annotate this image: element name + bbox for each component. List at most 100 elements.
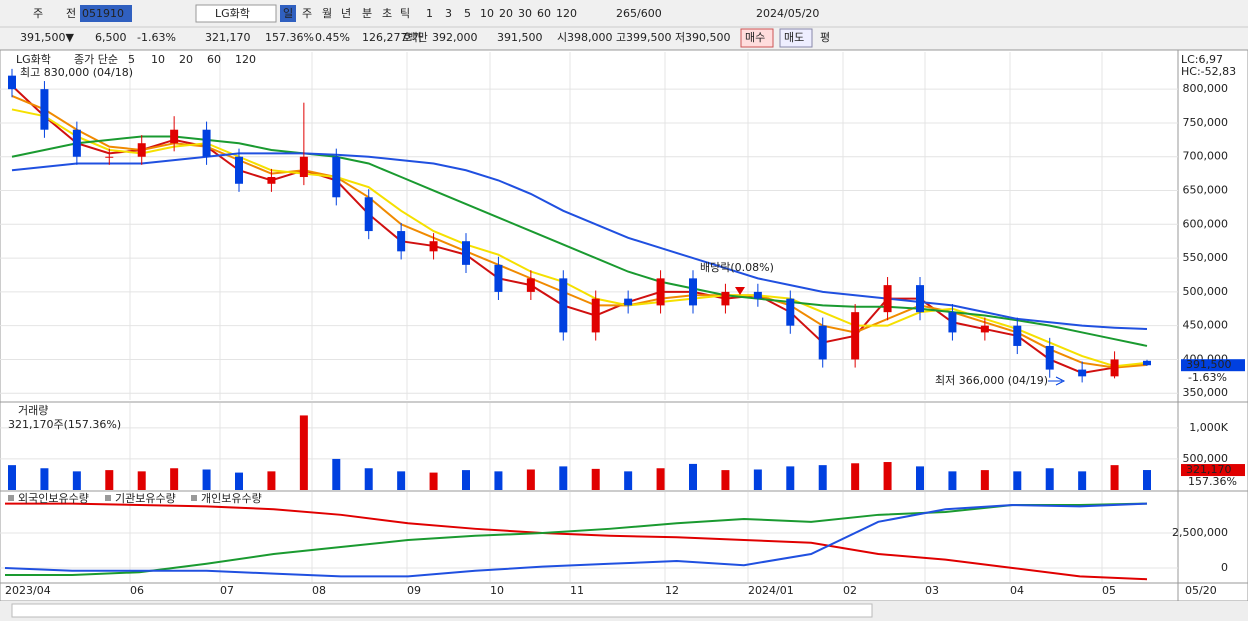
toolbar-item[interactable]: 분 [362,7,372,20]
volume-bar [332,458,341,490]
hc: HC:-52,83 [1181,65,1236,78]
x-label: 07 [220,584,234,597]
volume-bar [624,471,633,490]
quote-item: 호가 [402,31,422,44]
volume-bar [494,471,503,490]
candle-body [494,264,503,292]
toolbar-item[interactable]: 주 [302,7,312,20]
y-tick-label: 500,000 [1183,452,1229,465]
toolbar-item[interactable]: 3 [445,7,452,20]
panel-title: 거래량 [18,404,48,417]
volume-bar [980,470,989,490]
candle-body [1013,325,1022,346]
candle-body [1143,360,1151,366]
toolbar-item[interactable]: 년 [341,7,351,20]
toolbar-item[interactable]: 1 [426,7,433,20]
x-label: 02 [843,584,857,597]
candle-body [883,285,892,313]
toolbar-item[interactable]: 265/600 [616,7,662,20]
legend-swatch [105,495,111,501]
toolbar-item[interactable]: 051910 [82,7,124,20]
volume-bar [851,463,860,490]
candle-body [105,156,114,158]
volume-bar [72,471,81,490]
volume-bar [40,468,49,490]
annotation: 배당락(0.08%) [700,261,774,274]
toolbar-item[interactable]: 120 [556,7,577,20]
y-tick-label: 550,000 [1183,251,1229,264]
x-label: 05 [1102,584,1116,597]
toolbar-item[interactable]: 전 [66,7,76,20]
volume-bar [786,466,795,490]
y-tick-label: 2,500,000 [1172,526,1228,539]
y-tick-label: 700,000 [1183,150,1229,163]
toolbar-item[interactable]: 30 [518,7,532,20]
candle-body [72,129,81,157]
y-tick-label: 350,000 [1183,386,1229,399]
quote-item[interactable]: 평 [820,31,830,44]
toolbar-item[interactable]: 틱 [400,7,410,20]
toolbar-item[interactable]: 월 [322,7,332,20]
volume-bar [591,468,600,490]
x-label: 2023/04 [5,584,51,597]
quote-item[interactable]: 매수 [745,31,765,44]
last-change: 157.36% [1188,475,1237,488]
toolbar-item[interactable]: 2024/05/20 [756,7,819,20]
legend-item: 5 [128,53,135,66]
low-label: 최저 366,000 (04/19) [935,374,1048,387]
toolbar-item[interactable]: 초 [382,7,392,20]
lc: LC:6,97 [1181,53,1223,66]
current-box [1181,359,1245,372]
volume-bar [235,472,243,490]
candle-body [624,298,633,306]
toolbar-item[interactable]: 20 [499,7,513,20]
volume-bar [948,471,957,490]
holding-line [5,502,1148,581]
candle-body [1045,345,1054,370]
y-tick-label: 1,000K [1189,421,1228,434]
annotation-arrow [735,287,745,295]
legend-item: 120 [235,53,256,66]
x-label: 08 [312,584,326,597]
y-tick-label: 0 [1221,561,1228,574]
scroll-track[interactable] [11,603,873,618]
quote-item: 6,500 [95,31,127,44]
legend-item: 개인보유수량 [201,492,262,505]
volume-bar [170,468,179,490]
quote-item: 고 [616,31,626,44]
toolbar-item[interactable]: 주 [33,7,43,20]
candle-body [818,325,827,360]
toolbar-item[interactable]: LG화학 [215,7,250,20]
sell-btn[interactable] [779,28,813,48]
y-tick-label: 600,000 [1183,217,1229,230]
toolbar-item[interactable]: 60 [537,7,551,20]
ma-line [11,108,1148,368]
candle-body [267,177,276,184]
volume-bar [818,465,827,490]
quote-item[interactable]: 매도 [784,31,804,44]
candle-body [170,129,179,144]
legend-swatch [191,495,197,501]
buy-btn[interactable] [740,28,774,48]
legend-item: 기관보유수량 [115,492,176,505]
period-on [280,5,296,22]
volume-bar [105,470,114,490]
holding-line [5,502,1148,577]
quote-item: 392,000 [432,31,478,44]
volume-bar [364,468,373,490]
toolbar-item[interactable]: 5 [464,7,471,20]
candle-body [559,278,568,333]
candle-body [40,89,49,130]
x-label: 10 [490,584,504,597]
x-label: 03 [925,584,939,597]
holding-line [4,502,1148,578]
volume-bar [202,469,211,490]
toolbar-item[interactable]: 10 [480,7,494,20]
toolbar-item[interactable]: 일 [283,6,293,20]
y-tick-label: 750,000 [1183,116,1229,129]
volume-bar [883,462,892,490]
volume-bar [299,415,308,490]
quote-item: 398,000 [567,31,613,44]
panel-subtitle: 321,170주(157.36%) [8,418,121,431]
